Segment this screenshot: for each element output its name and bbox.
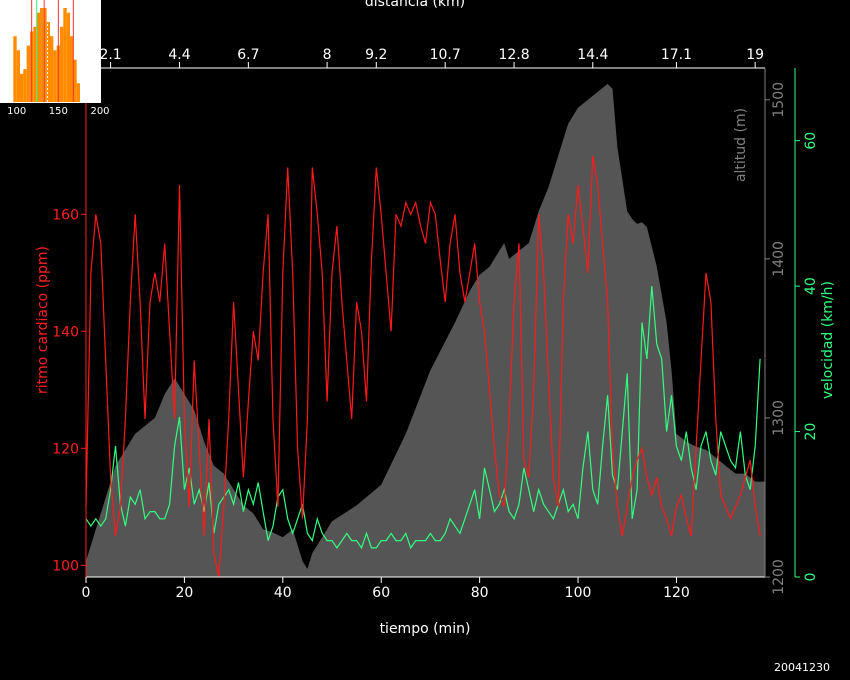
top-axis-title: distancia (km) (365, 0, 465, 10)
histogram-tick-label: 100 (7, 106, 26, 117)
histogram-bar (46, 22, 50, 103)
altitude-tick-label: 1400 (771, 241, 787, 277)
bottom-tick-label: 120 (663, 585, 690, 601)
histogram-bar (53, 50, 57, 102)
histogram-bar (76, 83, 80, 102)
axes-layer (81, 62, 800, 583)
bottom-axis-title: tiempo (min) (380, 621, 471, 637)
bottom-tick-label: 0 (82, 585, 91, 601)
left-tick-label: 120 (52, 441, 79, 457)
bottom-tick-label: 40 (274, 585, 292, 601)
histogram-bar (23, 69, 27, 102)
inset-histogram: 100 150 200 (0, 0, 110, 117)
speed-axis-title: velocidad (km/h) (820, 281, 836, 399)
top-tick-label: 6.7 (237, 47, 259, 63)
histogram-bar (40, 8, 44, 102)
bottom-tick-label: 80 (471, 585, 489, 601)
left-tick-label: 100 (52, 558, 79, 574)
histogram-bar (20, 73, 24, 102)
speed-tick-label: 20 (803, 423, 819, 441)
speed-line (85, 286, 761, 550)
histogram-bar (50, 36, 54, 103)
date-stamp: 20041230 (774, 661, 830, 674)
histogram-bar (43, 8, 47, 102)
histogram-bar (36, 12, 40, 103)
altitude-axis-title: altitud (m) (733, 108, 749, 182)
histogram-bar (70, 36, 74, 103)
altitude-tick-label: 1300 (771, 400, 787, 436)
histogram-bar (13, 36, 17, 103)
histogram-bar (16, 50, 20, 102)
speed-tick-label: 0 (803, 573, 819, 582)
histogram-bar (26, 45, 30, 102)
top-tick-label: 9.2 (365, 47, 387, 63)
top-tick-label: 4.4 (168, 47, 190, 63)
left-tick-label: 140 (52, 324, 79, 340)
altitude-tick-label: 1200 (771, 559, 787, 595)
left-axis-title: ritmo cardiaco (ppm) (35, 246, 51, 394)
histogram-bar (66, 12, 70, 103)
altitude-area (86, 83, 765, 578)
bottom-tick-label: 20 (175, 585, 193, 601)
top-tick-label: 2.1 (99, 47, 121, 63)
histogram-bar (73, 59, 77, 102)
altitude-area-layer (86, 83, 765, 578)
heart-rate-line-layer (85, 155, 761, 578)
top-tick-label: 17.1 (661, 47, 692, 63)
top-tick-label: 14.4 (577, 47, 608, 63)
histogram-bar (63, 8, 67, 102)
bottom-tick-label: 60 (372, 585, 390, 601)
histogram-bar (33, 26, 37, 102)
histogram-tick-label: 200 (90, 106, 109, 117)
top-tick-label: 12.8 (498, 47, 529, 63)
left-tick-label: 160 (52, 207, 79, 223)
speed-tick-label: 40 (803, 277, 819, 295)
speed-tick-label: 60 (803, 132, 819, 150)
heart-rate-line (85, 155, 761, 578)
top-tick-label: 8 (323, 47, 332, 63)
top-tick-label: 19 (746, 47, 764, 63)
top-tick-label: 10.7 (430, 47, 461, 63)
bottom-tick-label: 100 (565, 585, 592, 601)
histogram-tick-label: 150 (49, 106, 68, 117)
histogram-bar (60, 26, 64, 102)
altitude-tick-label: 1500 (771, 82, 787, 118)
speed-line-layer (85, 286, 761, 550)
